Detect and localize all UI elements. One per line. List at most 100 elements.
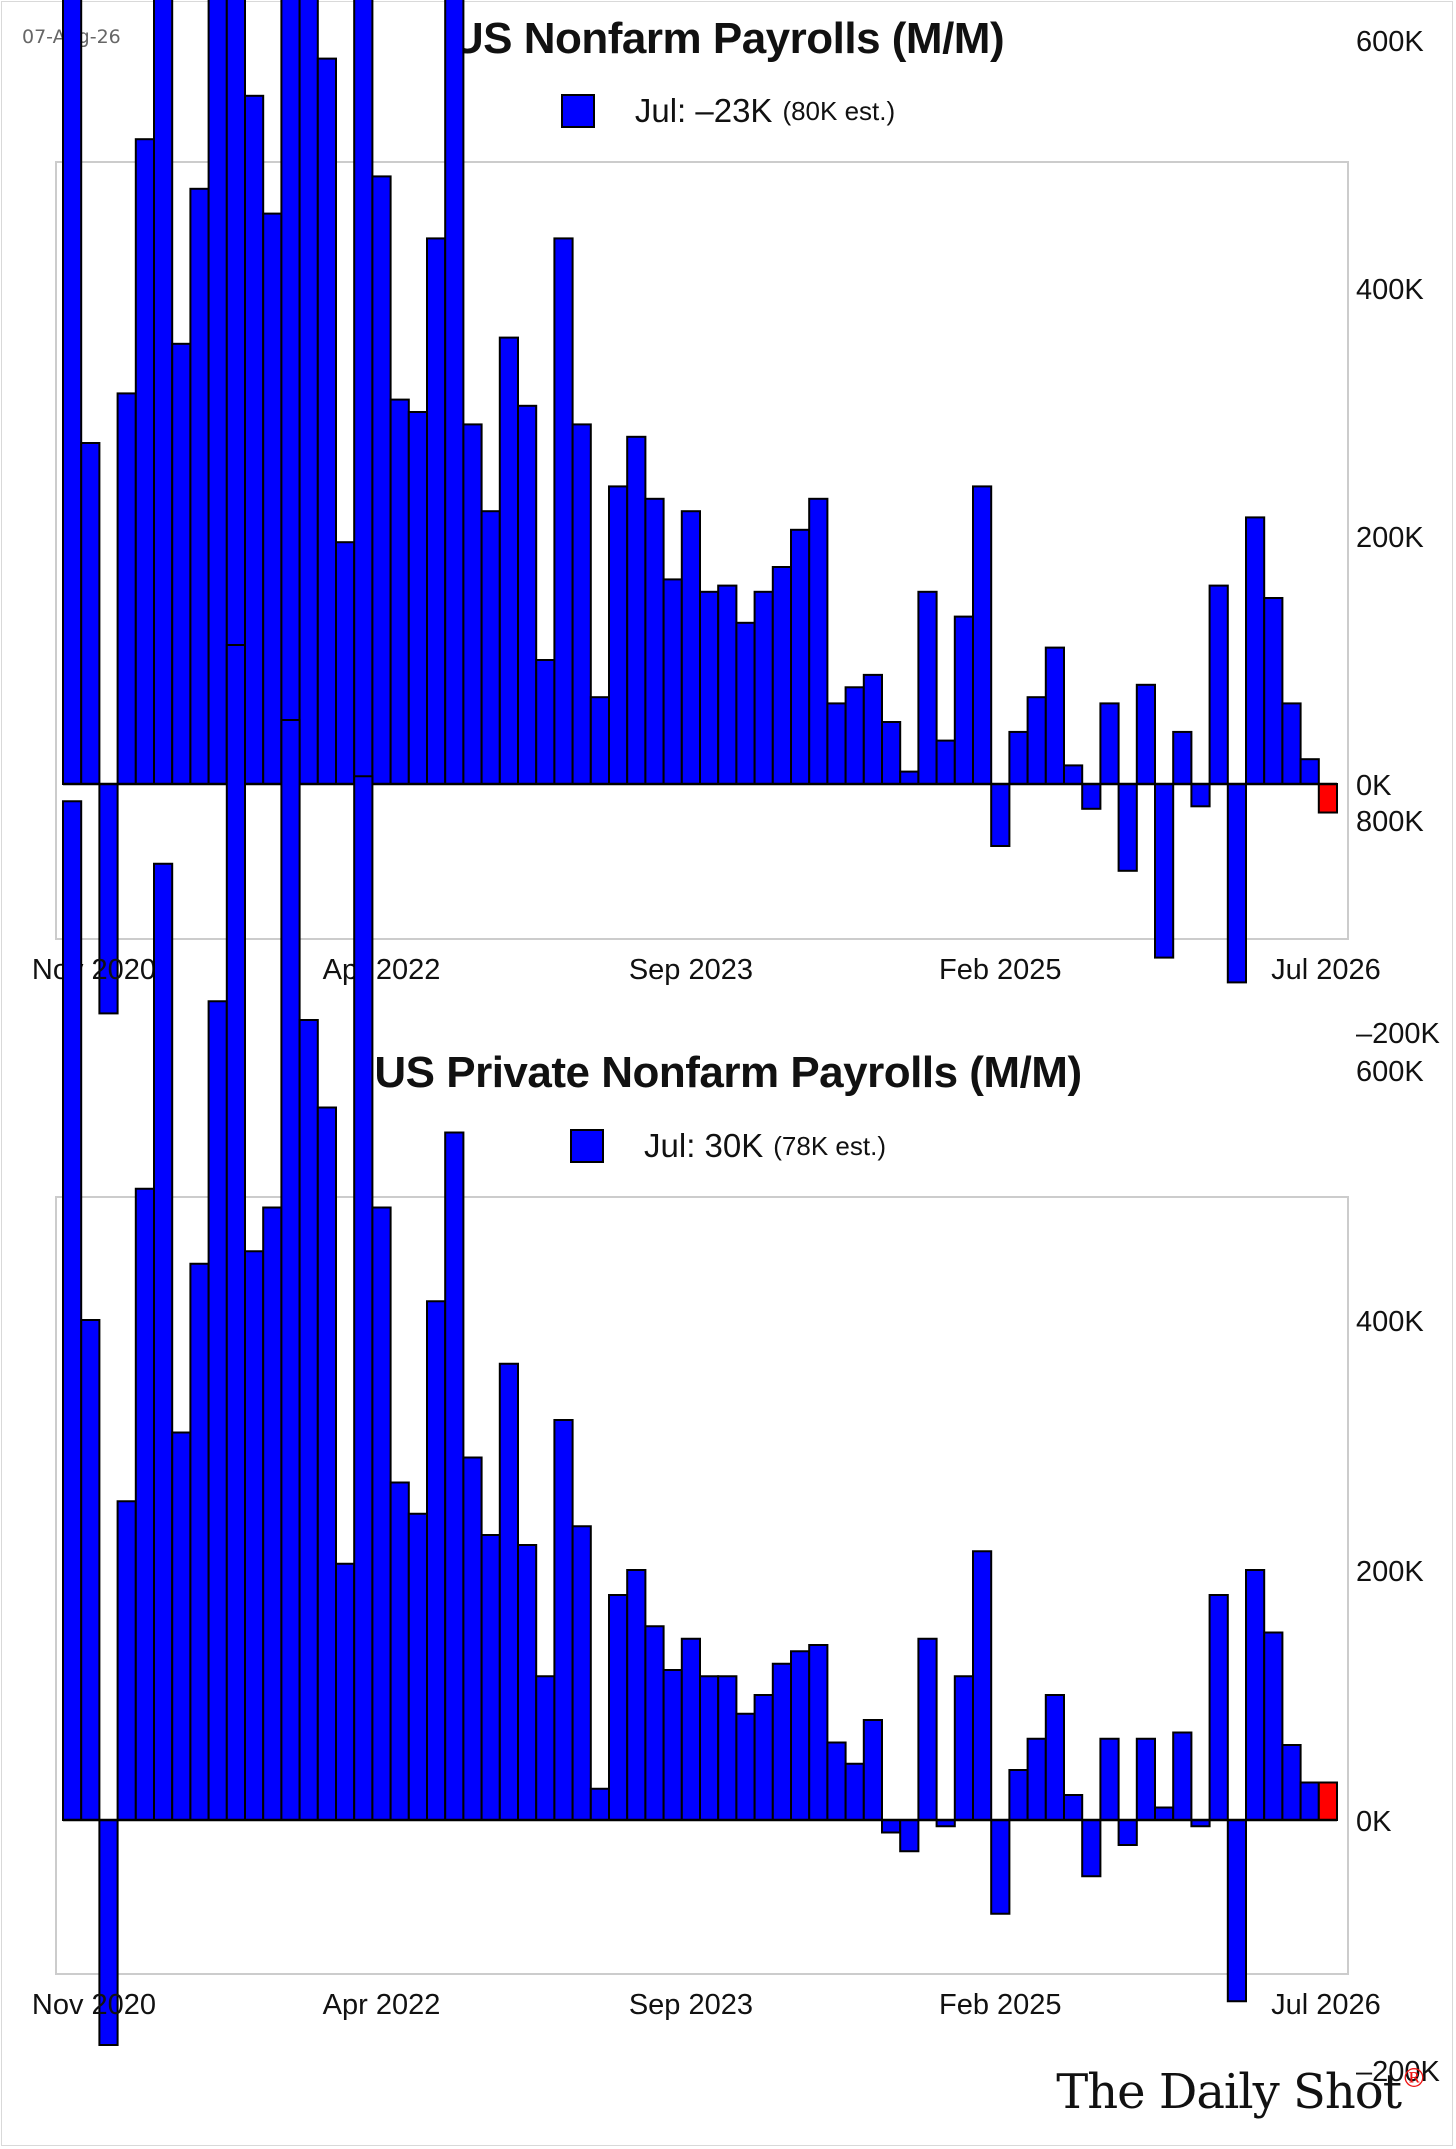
bar: [808, 1644, 829, 1821]
latest-bar: [1317, 1781, 1339, 1821]
bar: [826, 1741, 847, 1821]
bar: [717, 1675, 738, 1821]
bar: [335, 1562, 356, 1821]
bar: [699, 1675, 720, 1821]
y-tick-label: 200K: [1356, 1556, 1424, 1588]
legend-label: Jul: –23K: [634, 92, 773, 129]
bar: [626, 1569, 647, 1821]
bar: [1172, 1731, 1193, 1821]
bar: [899, 1819, 920, 1853]
x-tick-label: Jul 2026: [1271, 1989, 1381, 2021]
plot-frame: [55, 161, 1349, 940]
bar: [262, 1206, 283, 1821]
x-tick-label: Nov 2020: [32, 954, 156, 986]
plot-frame: [55, 1196, 1349, 1975]
bar: [735, 1712, 756, 1821]
bar: [1208, 1594, 1229, 1821]
legend-estimate: (78K est.): [773, 1130, 886, 1161]
bar: [644, 1625, 665, 1821]
y-tick-label: 800K: [1356, 806, 1424, 838]
bar: [862, 1719, 883, 1821]
legend-swatch-icon: [570, 1129, 605, 1163]
nonfarm-payrolls-chart: –200K0K200K400K600K800K1000KNov 2020Apr …: [32, 0, 1441, 1050]
bar: [62, 800, 83, 1821]
x-tick-label: Apr 2022: [323, 1989, 441, 2021]
bar: [1135, 1737, 1157, 1821]
chart-title-private: US Private Nonfarm Payrolls (M/M): [374, 1048, 1082, 1097]
bar: [553, 1419, 574, 1821]
bar: [517, 1544, 538, 1821]
y-tick-label: 200K: [1356, 522, 1424, 554]
bar: [134, 1187, 156, 1821]
y-tick-label: 600K: [1356, 1056, 1424, 1088]
bar: [1063, 1794, 1084, 1821]
bar: [953, 1675, 974, 1821]
bar: [189, 1262, 210, 1821]
bar: [280, 719, 301, 1821]
brand-logo: The Daily Shot®: [1056, 2064, 1427, 2120]
legend-estimate: (80K est.): [782, 95, 896, 126]
bar: [316, 1106, 337, 1821]
bar: [171, 1431, 192, 1821]
bar: [444, 1131, 465, 1821]
bar: [207, 1000, 228, 1821]
bar: [917, 1637, 938, 1821]
bar: [1099, 1737, 1120, 1821]
bar: [1299, 1781, 1320, 1821]
bar: [371, 1206, 392, 1821]
bar: [353, 775, 374, 1821]
x-tick-label: Feb 2025: [939, 1989, 1062, 2021]
y-tick-label: 0K: [1356, 770, 1392, 802]
bar: [1117, 1819, 1138, 1846]
bar: [426, 1300, 447, 1821]
bar: [1008, 1769, 1029, 1821]
bar: [990, 1819, 1011, 1915]
bar: [680, 1637, 701, 1821]
bar: [535, 1675, 556, 1821]
bar: [116, 1500, 137, 1821]
x-tick-label: Apr 2022: [323, 954, 441, 986]
bar: [790, 1650, 811, 1821]
bar: [1044, 1694, 1066, 1821]
bar: [225, 644, 247, 1821]
bar: [298, 1019, 319, 1821]
y-tick-label: 400K: [1356, 274, 1424, 306]
bar: [480, 1534, 501, 1821]
bar: [753, 1694, 774, 1821]
x-tick-label: Sep 2023: [629, 954, 753, 986]
x-tick-label: Jul 2026: [1271, 954, 1381, 986]
bar: [1226, 1819, 1248, 2003]
bar: [80, 1319, 101, 1821]
brand-registered-mark: ®: [1401, 2064, 1427, 2094]
bar: [1081, 1819, 1102, 1878]
legend-swatch-icon: [560, 94, 595, 128]
bar: [1026, 1737, 1047, 1821]
legend-private: Jul: 30K (78K est.): [0, 1127, 1456, 1165]
y-tick-label: 400K: [1356, 1306, 1424, 1338]
bar: [389, 1481, 410, 1821]
bar: [1154, 1806, 1175, 1821]
bar: [571, 1525, 592, 1821]
legend-nonfarm: Jul: –23K (80K est.): [0, 92, 1456, 130]
x-tick-label: Nov 2020: [32, 1989, 156, 2021]
bar: [662, 1669, 683, 1821]
bar: [244, 1250, 265, 1821]
bar: [589, 1787, 610, 1821]
y-tick-label: 0K: [1356, 1806, 1392, 1838]
x-tick-label: Sep 2023: [629, 1989, 753, 2021]
bar: [407, 1512, 428, 1821]
bar: [1245, 1569, 1266, 1821]
bar: [881, 1819, 902, 1834]
bar: [153, 862, 174, 1821]
bar: [771, 1662, 792, 1821]
chart-title-nonfarm: US Nonfarm Payrolls (M/M): [451, 14, 1005, 63]
bar: [844, 1762, 865, 1821]
y-tick-label: 600K: [1356, 26, 1424, 58]
x-tick-label: Feb 2025: [939, 954, 1062, 986]
legend-label: Jul: 30K: [644, 1127, 764, 1164]
bar: [1263, 1631, 1284, 1821]
bar: [462, 1456, 483, 1821]
bar: [1281, 1744, 1302, 1821]
